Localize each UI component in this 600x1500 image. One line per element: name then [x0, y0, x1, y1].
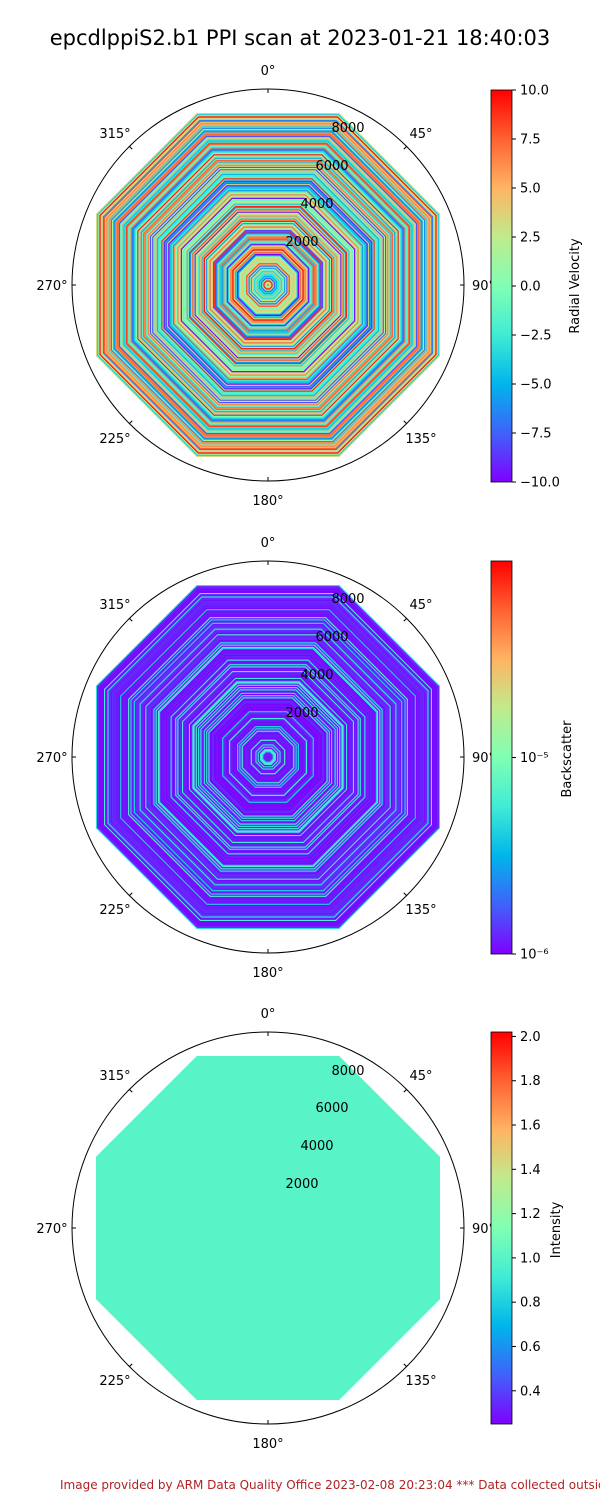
angle-label-45: 45°	[409, 127, 432, 142]
colorbar: 10.0 7.5 5.0 2.5 0.0 −2.5 −5.0 −7.5 −10.0 Radial…	[490, 84, 583, 491]
colorbar-tick-label: 0.6	[520, 1340, 541, 1355]
angle-label-135: 135°	[405, 1374, 436, 1389]
colorbar-ticks: 10.0 7.5 5.0 2.5 0.0 −2.5 −5.0 −7.5 −10.0	[512, 84, 560, 491]
colorbar-tick-label: 1.6	[520, 1119, 541, 1134]
angle-label-90: 90°	[472, 279, 495, 294]
colorbar-gradient	[490, 560, 513, 955]
angle-tick-mark	[403, 146, 407, 150]
radial-tick-6000: 6000	[315, 159, 348, 174]
angle-tick-mark	[129, 420, 133, 424]
colorbar-tick-label: 2.5	[520, 231, 541, 246]
colorbar-tick-label: 1.0	[520, 1251, 541, 1266]
angle-label-90: 90°	[472, 1222, 495, 1237]
radial-tick-2000: 2000	[285, 1177, 318, 1192]
angle-tick-mark	[129, 1363, 133, 1367]
angle-label-0: 0°	[261, 64, 276, 79]
angle-tick-mark	[403, 420, 407, 424]
colorbar-tick-label: 0.0	[520, 280, 541, 295]
angle-label-45: 45°	[409, 1069, 432, 1084]
radial-tick-4000: 4000	[300, 1139, 333, 1154]
footer-credit: Image provided by ARM Data Quality Offic…	[60, 1478, 600, 1492]
radial-tick-6000: 6000	[315, 630, 348, 645]
colorbar-ticks: 10⁻⁵ 10⁻⁶	[512, 751, 549, 963]
ppi-data-layer	[96, 1056, 440, 1400]
colorbar-gradient	[490, 89, 513, 483]
colorbar: 10⁻⁵ 10⁻⁶ Backscatter	[490, 560, 575, 963]
colorbar-tick-label: 0.8	[520, 1296, 541, 1311]
radial-tick-8000: 8000	[331, 121, 364, 136]
colorbar-tick-label: 1.8	[520, 1074, 541, 1089]
angle-label-270: 270°	[36, 1222, 67, 1237]
radial-tick-6000: 6000	[315, 1101, 348, 1116]
polar-tick-marks	[72, 561, 464, 953]
angle-label-225: 225°	[99, 1374, 130, 1389]
angle-label-0: 0°	[261, 1007, 276, 1022]
figure-title: epcdlppiS2.b1 PPI scan at 2023-01-21 18:…	[49, 26, 551, 50]
angle-label-270: 270°	[36, 751, 67, 766]
panel-radial-velocity: 0° 45° 90° 135° 180° 225° 270° 315° 2000…	[36, 64, 583, 509]
angle-tick-mark	[403, 1363, 407, 1367]
radial-tick-4000: 4000	[300, 668, 333, 683]
angle-tick-mark	[129, 618, 133, 622]
range-ring	[266, 755, 270, 759]
colorbar: 2.0 1.8 1.6 1.4 1.2 1.0 0.8 0.6 0.4 Intensity	[490, 1030, 564, 1425]
colorbar-tick-label: −10.0	[520, 476, 560, 491]
colorbar-ticks: 2.0 1.8 1.6 1.4 1.2 1.0 0.8 0.6 0.4	[512, 1030, 541, 1399]
panel-intensity: 0° 45° 90° 135° 180° 225° 270° 315° 2000…	[36, 1007, 564, 1452]
angle-tick-mark	[129, 1089, 133, 1093]
angle-label-90: 90°	[472, 751, 495, 766]
angle-label-0: 0°	[261, 536, 276, 551]
colorbar-tick-label: −2.5	[520, 329, 552, 344]
angle-label-180: 180°	[252, 966, 283, 981]
angle-tick-mark	[129, 146, 133, 150]
radial-tick-2000: 2000	[285, 235, 318, 250]
colorbar-label: Backscatter	[560, 720, 575, 798]
range-ring	[96, 1056, 440, 1400]
angle-label-135: 135°	[405, 903, 436, 918]
colorbar-tick-label: 5.0	[520, 182, 541, 197]
angle-label-135: 135°	[405, 432, 436, 447]
angle-tick-mark	[403, 892, 407, 896]
angle-label-225: 225°	[99, 432, 130, 447]
colorbar-tick-label: −5.0	[520, 378, 552, 393]
colorbar-tick-label: 0.4	[520, 1384, 541, 1399]
colorbar-tick-label: 7.5	[520, 133, 541, 148]
angle-label-45: 45°	[409, 598, 432, 613]
ppi-data-layer	[96, 113, 440, 457]
angle-label-180: 180°	[252, 1437, 283, 1452]
radial-tick-8000: 8000	[331, 592, 364, 607]
radial-tick-8000: 8000	[331, 1064, 364, 1079]
radial-tick-2000: 2000	[285, 706, 318, 721]
colorbar-tick-label: 1.4	[520, 1163, 541, 1178]
colorbar-tick-label: 10.0	[520, 84, 549, 99]
colorbar-tick-label: 10⁻⁵	[520, 751, 549, 766]
angle-label-315: 315°	[99, 1069, 130, 1084]
colorbar-label: Radial Velocity	[568, 238, 583, 334]
angle-tick-mark	[403, 618, 407, 622]
angle-label-315: 315°	[99, 127, 130, 142]
polar-tick-marks	[72, 1032, 464, 1424]
angle-label-315: 315°	[99, 598, 130, 613]
colorbar-tick-label: 10⁻⁶	[520, 948, 549, 963]
angle-tick-mark	[129, 892, 133, 896]
angle-label-225: 225°	[99, 903, 130, 918]
angle-label-180: 180°	[252, 494, 283, 509]
polar-tick-marks	[72, 89, 464, 481]
range-ring	[266, 283, 270, 287]
colorbar-tick-label: −7.5	[520, 427, 552, 442]
panel-backscatter: 0° 45° 90° 135° 180° 225° 270° 315° 2000…	[36, 536, 575, 981]
radial-tick-4000: 4000	[300, 197, 333, 212]
colorbar-tick-label: 1.2	[520, 1207, 541, 1222]
angle-tick-mark	[403, 1089, 407, 1093]
ppi-data-layer	[96, 585, 440, 929]
colorbar-tick-label: 2.0	[520, 1030, 541, 1045]
colorbar-gradient	[490, 1031, 513, 1425]
angle-label-270: 270°	[36, 279, 67, 294]
colorbar-label: Intensity	[549, 1201, 564, 1258]
